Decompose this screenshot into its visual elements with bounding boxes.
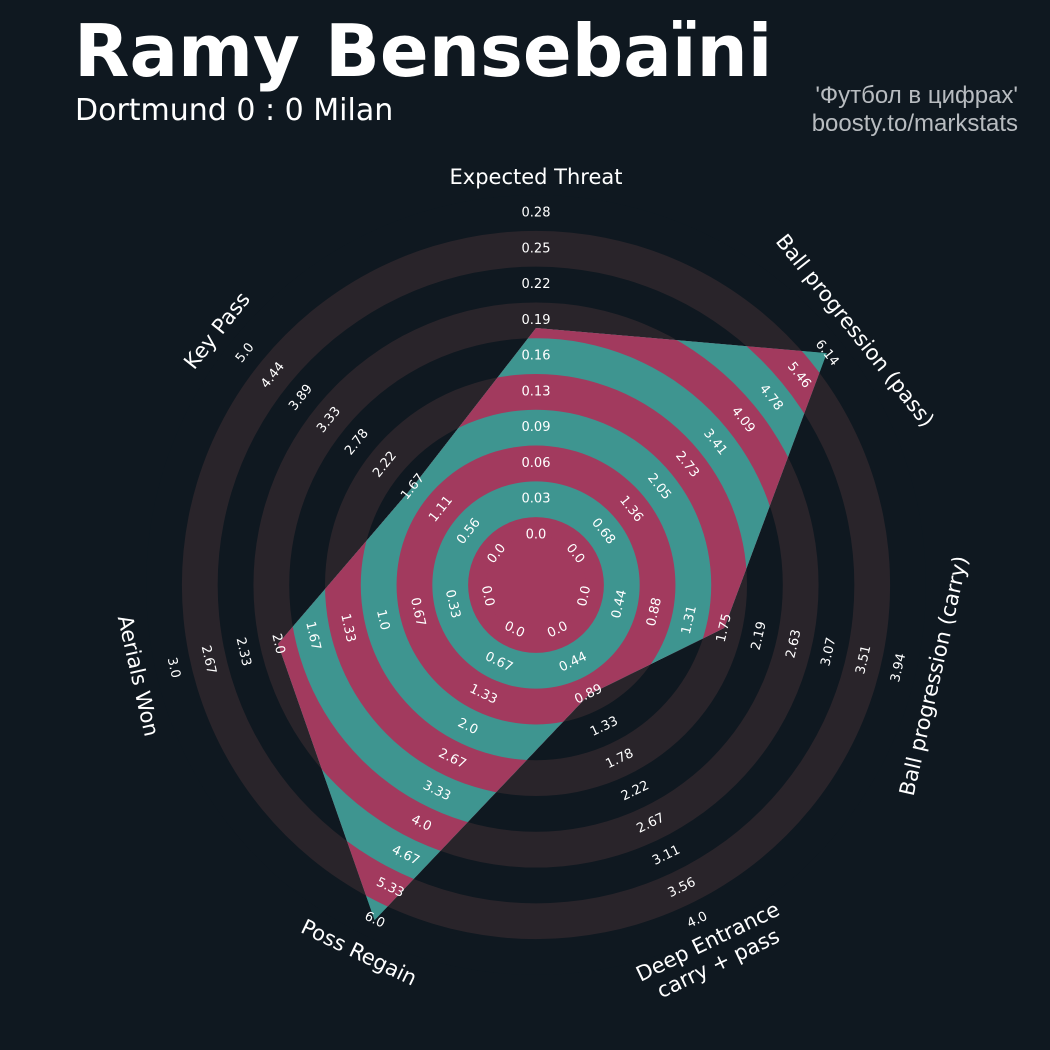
tick-label: 3.07 <box>818 636 839 668</box>
tick-label: 0.0 <box>478 584 497 608</box>
tick-label: 0.03 <box>522 492 551 507</box>
tick-label: 0.67 <box>407 596 428 628</box>
tick-label: 0.88 <box>644 596 665 628</box>
tick-label: 1.67 <box>302 620 323 652</box>
credit-source: 'Футбол в цифрах' <box>815 82 1018 109</box>
tick-label: 2.67 <box>198 644 219 676</box>
tick-label: 1.31 <box>679 604 700 636</box>
tick-label: 3.0 <box>164 656 183 680</box>
tick-label: 0.22 <box>522 277 551 292</box>
tick-label: 0.33 <box>442 588 463 620</box>
tick-label: 0.16 <box>522 349 551 364</box>
tick-label: 1.75 <box>714 612 735 644</box>
tick-label: 3.51 <box>853 644 874 676</box>
param-label: Expected Threat <box>450 165 623 189</box>
tick-label: 2.33 <box>233 636 254 668</box>
tick-label: 3.94 <box>888 652 909 684</box>
radar-center-highlight <box>486 535 586 635</box>
match-score-subtitle: Dortmund 0 : 0 Milan <box>75 93 394 128</box>
tick-label: 2.19 <box>749 620 770 652</box>
tick-label: 0.0 <box>526 528 547 543</box>
tick-label: 0.06 <box>522 456 551 471</box>
param-label-line: Expected Threat <box>450 165 623 189</box>
tick-label: 2.0 <box>268 632 287 656</box>
tick-label: 0.13 <box>522 384 551 399</box>
tick-label: 0.0 <box>575 584 594 608</box>
tick-label: 2.63 <box>783 628 804 660</box>
tick-label: 1.0 <box>373 608 392 632</box>
tick-label: 0.28 <box>522 206 551 221</box>
tick-label: 0.09 <box>522 420 551 435</box>
tick-label: 0.25 <box>522 241 551 256</box>
player-name-title: Ramy Bensebaïni <box>74 9 773 93</box>
tick-label: 1.33 <box>337 612 358 644</box>
tick-label: 0.19 <box>522 313 551 328</box>
tick-label: 0.44 <box>609 588 630 620</box>
credit-url: boosty.to/markstats <box>811 110 1018 137</box>
